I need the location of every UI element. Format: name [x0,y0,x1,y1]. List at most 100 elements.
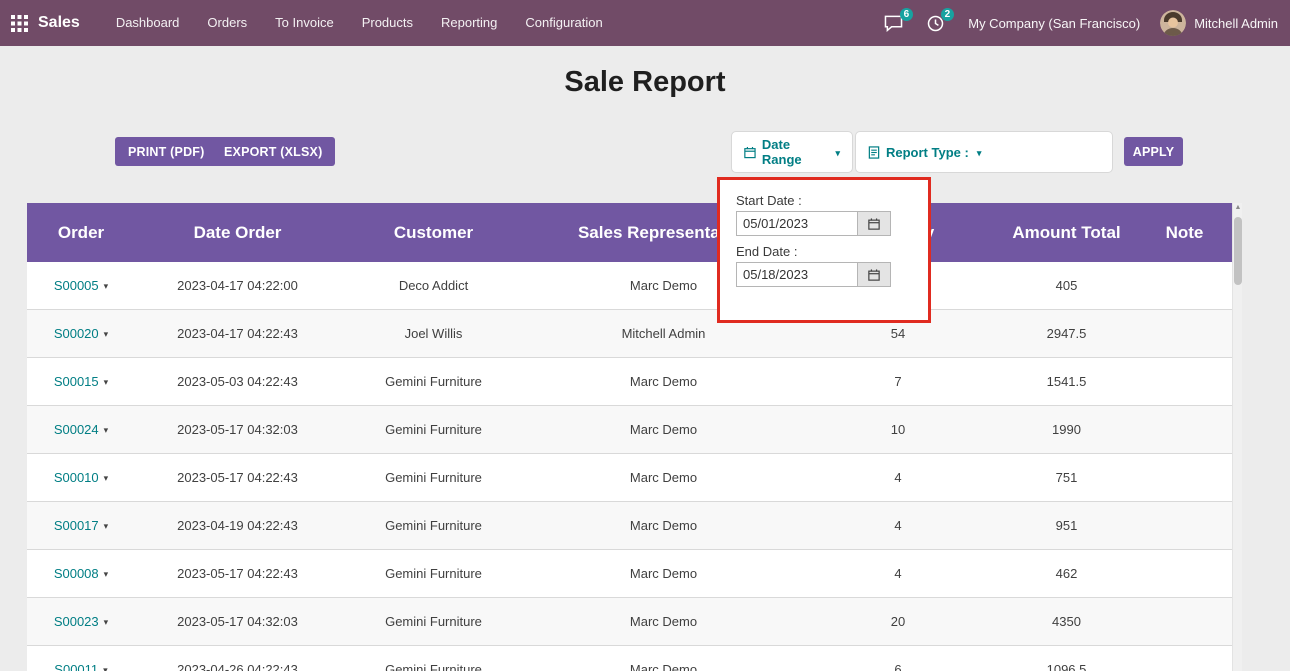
amount-total-cell: 462 [1055,566,1078,581]
table-row: S00023 ▾ 2023-05-17 04:32:03 Gemini Furn… [27,598,1232,646]
amount-total-cell: 2947.5 [1046,326,1087,341]
amount-total-cell: 405 [1055,278,1078,293]
customer-cell: Deco Addict [398,278,469,293]
date-range-dropdown[interactable]: Date Range ▾ [731,131,853,173]
print-pdf-button[interactable]: PRINT (PDF) [115,137,218,166]
menu-configuration[interactable]: Configuration [525,15,603,30]
activities-badge: 2 [940,7,955,21]
order-number: S00010 [53,470,99,485]
order-link[interactable]: S00015 ▾ [54,374,108,389]
main-menu: Dashboard Orders To Invoice Products Rep… [102,0,617,46]
customer-cell: Gemini Furniture [385,566,482,581]
menu-dashboard[interactable]: Dashboard [115,15,180,30]
messages-badge: 6 [899,7,914,21]
table-row: S00015 ▾ 2023-05-03 04:22:43 Gemini Furn… [27,358,1232,406]
amount-total-cell: 4350 [1052,614,1081,629]
start-date-calendar-button[interactable] [857,211,891,236]
total-qty-cell: 4 [894,566,902,581]
order-link[interactable]: S00005 ▾ [54,278,108,293]
end-date-label: End Date : [736,244,798,259]
start-date-label: Start Date : [736,193,802,208]
report-type-label: Report Type : [886,144,969,160]
activities-button[interactable]: 2 [927,7,955,32]
chevron-down-icon: ▾ [103,281,109,291]
customer-cell: Gemini Furniture [385,422,482,437]
company-switcher[interactable]: My Company (San Francisco) [968,15,1141,31]
chevron-down-icon: ▾ [103,377,109,387]
total-qty-cell: 54 [890,326,906,341]
order-number: S00005 [53,278,99,293]
scroll-up-arrow[interactable]: ▲ [1234,204,1242,211]
clock-icon [927,15,944,31]
customer-cell: Gemini Furniture [385,518,482,533]
date-order-cell: 2023-05-03 04:22:43 [177,374,298,389]
header-note: Note [1165,222,1204,242]
date-order-cell: 2023-04-17 04:22:43 [177,326,298,341]
table-row: S00008 ▾ 2023-05-17 04:22:43 Gemini Furn… [27,550,1232,598]
order-link[interactable]: S00024 ▾ [54,422,108,437]
navbar-systray: 6 2 My Company (San Francisco) Mitchell … [884,7,1290,36]
start-date-input[interactable] [736,211,858,236]
amount-total-cell: 951 [1055,518,1078,533]
scrollbar-thumb[interactable] [1234,217,1242,285]
report-type-dropdown[interactable]: Report Type : ▾ [855,131,1113,173]
calendar-icon [868,268,880,281]
table-row: S00017 ▾ 2023-04-19 04:22:43 Gemini Furn… [27,502,1232,550]
menu-products[interactable]: Products [361,15,414,30]
order-number: S00024 [53,422,99,437]
order-link[interactable]: S00011 ▾ [54,662,107,671]
top-navbar: Sales Dashboard Orders To Invoice Produc… [0,0,1290,46]
customer-cell: Joel Willis [404,326,463,341]
order-number: S00011 [54,662,99,671]
date-range-label: Date Range [761,137,802,167]
calendar-icon [744,146,756,158]
sales-rep-cell: Marc Demo [629,374,698,389]
header-customer: Customer [393,222,474,242]
sales-rep-cell: Marc Demo [629,518,698,533]
order-link[interactable]: S00020 ▾ [54,326,108,341]
amount-total-cell: 1096.5 [1046,662,1087,671]
chevron-down-icon: ▾ [103,569,109,579]
order-number: S00015 [53,374,99,389]
order-link[interactable]: S00023 ▾ [54,614,108,629]
messages-button[interactable]: 6 [884,7,914,32]
total-qty-cell: 10 [890,422,906,437]
order-link[interactable]: S00008 ▾ [54,566,108,581]
order-link[interactable]: S00010 ▾ [54,470,108,485]
apply-button[interactable]: APPLY [1124,137,1183,166]
page-title: Sale Report [564,66,726,98]
date-order-cell: 2023-04-19 04:22:43 [177,518,298,533]
amount-total-cell: 1541.5 [1046,374,1087,389]
sales-rep-cell: Marc Demo [629,278,698,293]
date-order-cell: 2023-05-17 04:32:03 [177,422,298,437]
customer-cell: Gemini Furniture [385,662,482,671]
menu-orders[interactable]: Orders [207,15,248,30]
order-number: S00008 [53,566,99,581]
export-xlsx-button[interactable]: EXPORT (XLSX) [211,137,336,166]
customer-cell: Gemini Furniture [385,470,482,485]
app-brand[interactable]: Sales [38,14,80,31]
header-order: Order [57,222,105,242]
end-date-input[interactable] [736,262,858,287]
menu-to-invoice[interactable]: To Invoice [275,15,334,30]
chevron-down-icon: ▾ [103,473,109,483]
date-range-popup: Start Date : End Date : [717,177,931,323]
header-date-order: Date Order [193,222,282,242]
sales-rep-cell: Mitchell Admin [621,326,706,341]
sales-rep-cell: Marc Demo [629,566,698,581]
header-amount-total: Amount Total [1012,222,1121,242]
menu-reporting[interactable]: Reporting [441,15,498,30]
order-number: S00020 [53,326,99,341]
order-link[interactable]: S00017 ▾ [54,518,108,533]
user-menu[interactable]: Mitchell Admin [1194,15,1278,31]
amount-total-cell: 1990 [1052,422,1081,437]
total-qty-cell: 20 [890,614,906,629]
avatar[interactable] [1160,10,1187,36]
table-row: S00005 ▾ 2023-04-17 04:22:00 Deco Addict… [27,262,1232,310]
end-date-calendar-button[interactable] [857,262,891,287]
customer-cell: Gemini Furniture [385,614,482,629]
total-qty-cell: 4 [894,518,902,533]
apps-grid-icon[interactable] [0,0,38,46]
vertical-scrollbar[interactable]: ▲ [1232,203,1242,671]
order-number: S00023 [53,614,99,629]
